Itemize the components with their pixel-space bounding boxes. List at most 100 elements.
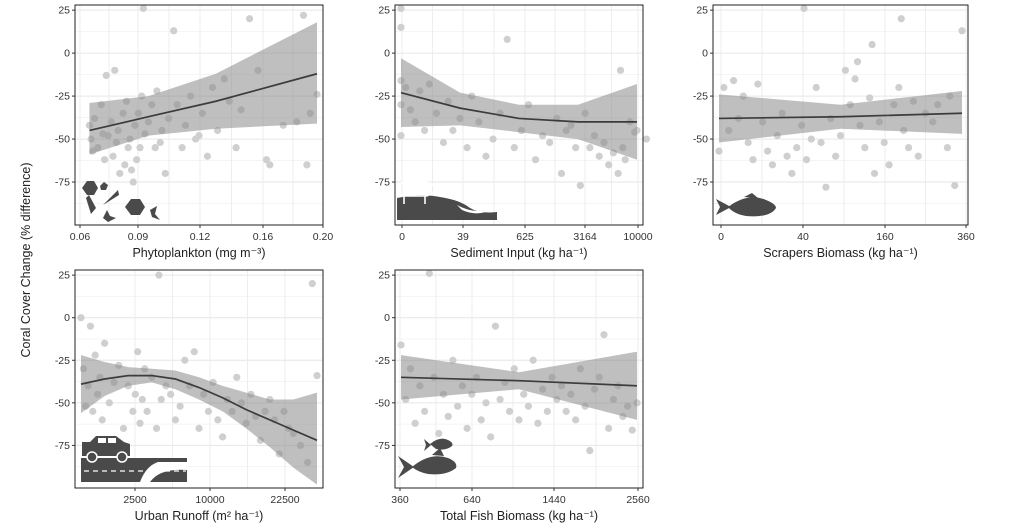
panel-frame (74, 269, 324, 489)
y-tick-label: 0 (702, 48, 708, 60)
panel-frame (74, 4, 324, 226)
data-point (505, 407, 514, 415)
car-road-icon (81, 436, 187, 482)
data-point (800, 4, 808, 13)
data-point (219, 433, 227, 441)
x-tick-label: 360 (391, 494, 409, 506)
x-tick-label: 39 (457, 231, 469, 243)
panel-5: 25 0 -25 -50 -75 360 640 1440 2560 Total Fish Bio… (375, 269, 650, 523)
data-point (870, 169, 879, 178)
data-point (129, 178, 137, 186)
x-tick-label: 360 (957, 231, 975, 243)
y-tick-label: -50 (55, 397, 70, 409)
y-tick-label: 25 (58, 270, 70, 282)
data-point (167, 390, 175, 398)
data-point (897, 15, 905, 23)
data-point (557, 169, 566, 178)
data-point (605, 161, 613, 169)
confidence-band (89, 22, 317, 155)
data-point (515, 416, 523, 424)
x-axis-label: Phytoplankton (mg m⁻³) (132, 246, 265, 260)
data-point (121, 161, 129, 169)
x-axis-label: Scrapers Biomass (kg ha⁻¹) (763, 246, 918, 260)
data-point (904, 144, 913, 152)
data-point (534, 419, 542, 427)
y-tick-label: -25 (375, 91, 390, 103)
data-point (101, 339, 109, 347)
y-tick-label: -75 (55, 177, 70, 189)
data-point (614, 169, 622, 178)
data-point (98, 416, 106, 424)
confidence-band (401, 58, 637, 160)
data-point (793, 144, 801, 152)
data-point (841, 66, 849, 74)
x-axis-label: Sediment Input (kg ha⁻¹) (450, 246, 587, 260)
y-tick-label: 25 (378, 270, 390, 282)
y-tick-label: 0 (64, 48, 70, 60)
data-point (531, 156, 540, 164)
data-point (880, 138, 888, 147)
y-tick-label: -25 (693, 91, 708, 103)
panel-frame (394, 4, 644, 226)
panel-frame (394, 269, 644, 489)
y-tick-label: 25 (58, 5, 70, 17)
y-tick-label: -50 (375, 397, 390, 409)
data-point (101, 156, 109, 164)
data-point (155, 271, 163, 279)
data-point (138, 395, 146, 404)
data-point (203, 152, 212, 160)
data-point (943, 144, 952, 152)
data-point (91, 351, 99, 359)
y-tick-label: -50 (375, 134, 390, 146)
data-point (181, 356, 189, 364)
data-point (313, 371, 321, 380)
data-point (802, 156, 811, 164)
data-point (435, 429, 443, 438)
x-tick-label: 2500 (123, 494, 147, 506)
x-tick-label: 0.20 (313, 231, 334, 243)
data-point (605, 424, 613, 432)
data-point (425, 269, 433, 278)
data-point (491, 322, 499, 330)
data-point (749, 156, 757, 164)
data-point (788, 169, 796, 178)
x-tick-label: 40 (797, 231, 809, 243)
data-point (245, 15, 254, 23)
data-point (232, 144, 240, 152)
data-point (764, 147, 772, 155)
data-point (914, 152, 922, 160)
x-axis-label: Total Fish Biomass (kg ha⁻¹) (440, 509, 598, 523)
data-point (411, 419, 419, 427)
data-point (851, 75, 859, 83)
data-point (170, 27, 178, 35)
data-point (195, 424, 203, 432)
data-point (729, 77, 738, 85)
x-tick-label: 1440 (542, 494, 566, 506)
y-tick-label: 0 (64, 312, 70, 324)
y-tick-label: 25 (378, 5, 390, 17)
data-point (628, 426, 636, 434)
data-point (89, 407, 97, 415)
scraper-fish-icon (716, 193, 776, 217)
data-point (715, 147, 723, 155)
data-point (895, 83, 903, 92)
panel-3: 25 0 -25 -50 -75 0 40 160 360 Scrapers Biomass (k… (693, 4, 975, 260)
data-point (496, 395, 504, 404)
x-tick-label: 0 (399, 231, 405, 243)
data-point (214, 416, 222, 424)
y-tick-label: -50 (693, 134, 708, 146)
data-point (176, 402, 184, 410)
x-tick-label: 640 (463, 494, 481, 506)
data-point (77, 314, 85, 322)
data-point (204, 407, 213, 415)
data-point (546, 138, 554, 147)
data-point (463, 144, 471, 152)
data-point (171, 416, 179, 424)
data-point (543, 407, 551, 415)
y-tick-label: -25 (55, 91, 70, 103)
fish-icon (398, 438, 457, 478)
panel-2: 25 0 -25 -50 -75 0 39 625 3164 10000 Sediment Inpu… (375, 4, 653, 260)
data-point (510, 144, 518, 152)
panel-4: 25 0 -25 -50 -75 2500 10000 22500 Urban Runoff (… (55, 269, 324, 523)
